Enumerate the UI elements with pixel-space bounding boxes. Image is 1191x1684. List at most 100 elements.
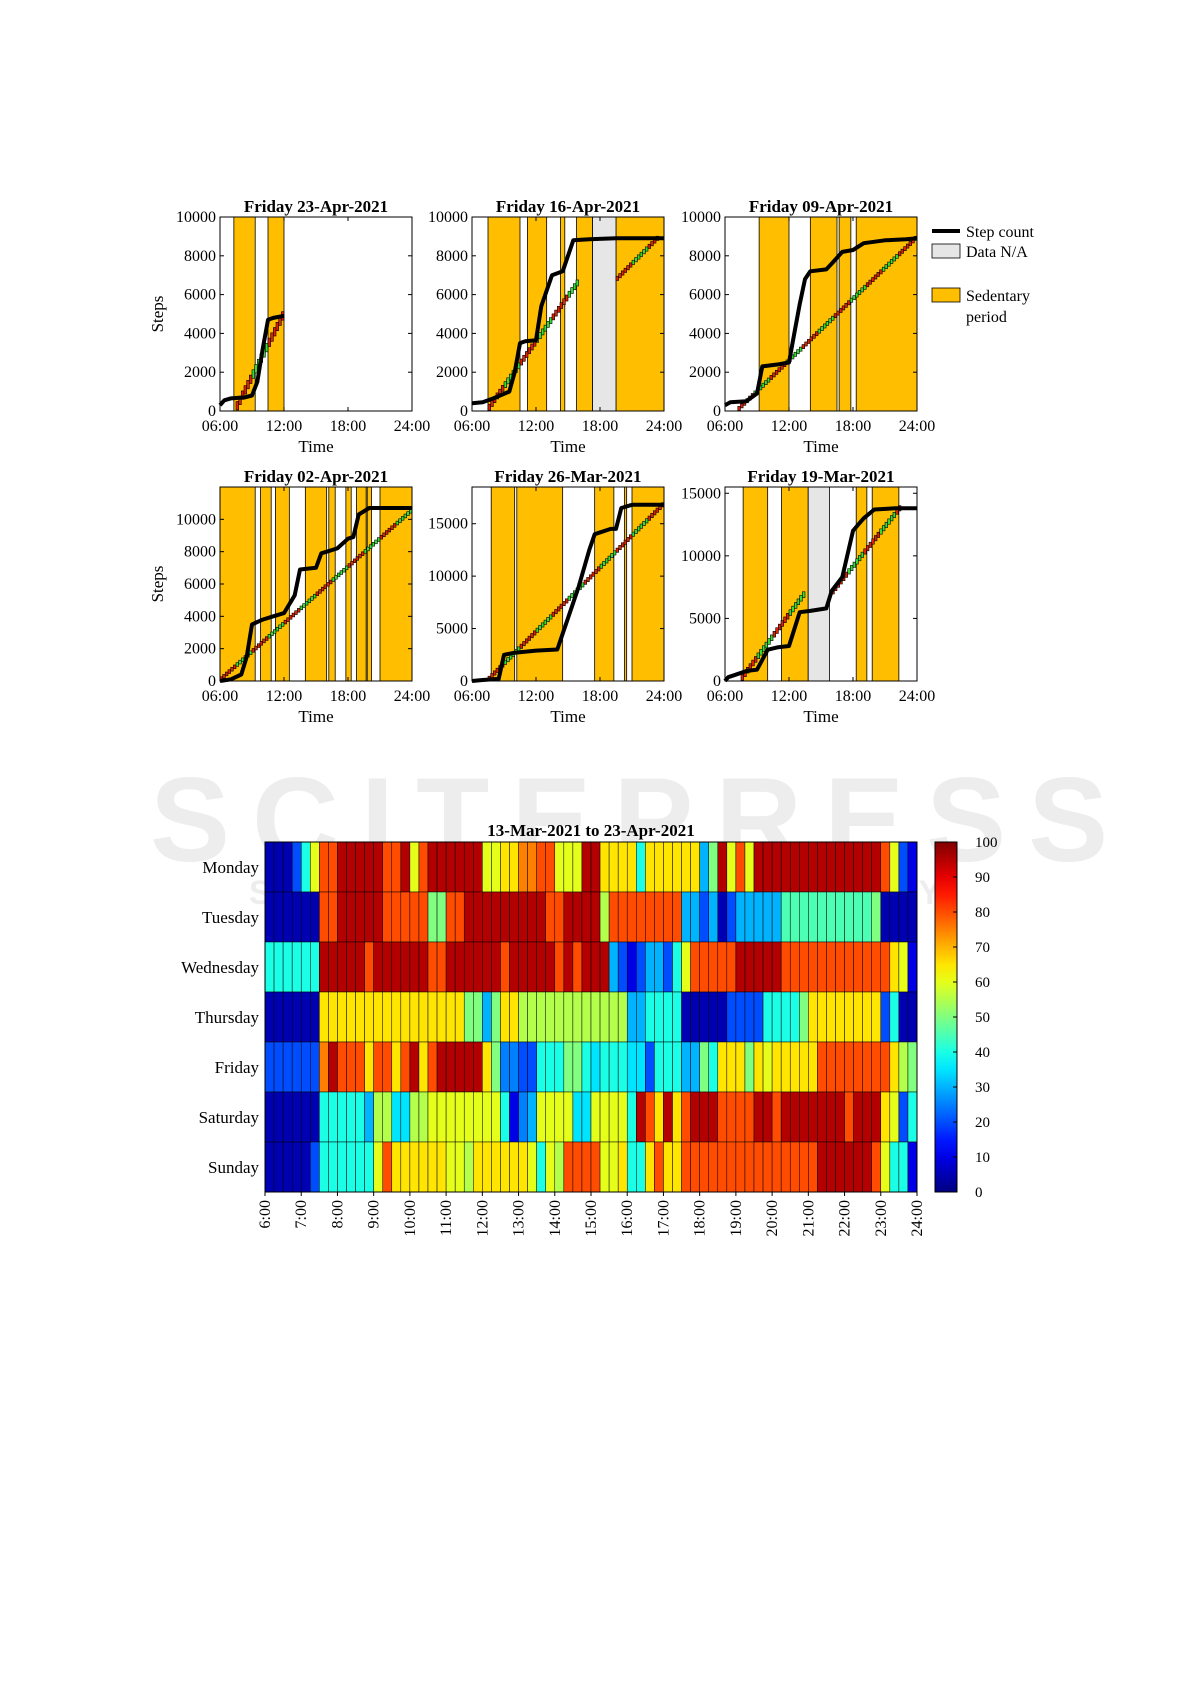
heatmap-cell (291, 1041, 302, 1093)
heatmap-cell (599, 841, 610, 893)
heatmap-title: 13-Mar-2021 to 23-Apr-2021 (487, 821, 694, 840)
goal-bar-sedentary (527, 347, 531, 355)
colorbar-tick-label: 40 (975, 1045, 990, 1061)
heatmap-cell (844, 1141, 854, 1193)
goal-bar-active (895, 254, 899, 259)
heatmap-cell (690, 1091, 700, 1143)
heatmap-cell (382, 1041, 393, 1093)
heatmap-cell (898, 1141, 909, 1193)
goal-bar-active (334, 575, 338, 580)
heatmap-cell (735, 1091, 746, 1143)
heatmap-cell (753, 841, 764, 893)
y-axis-label: Steps (148, 566, 167, 603)
heatmap-cell (391, 841, 402, 893)
sedentary-period (742, 486, 769, 682)
y-tick-label: 8000 (436, 248, 468, 265)
heatmap-cell (853, 841, 863, 893)
goal-bar-active (770, 634, 774, 641)
goal-bar-active (605, 558, 609, 564)
goal-bar-active (634, 529, 638, 534)
heatmap-cell (862, 1041, 872, 1093)
x-tick-label: 06:00 (707, 418, 743, 435)
step-count-line (219, 506, 412, 683)
goal-bar-sedentary (551, 313, 555, 321)
goal-bar-active (575, 279, 579, 287)
heatmap-cell (400, 991, 411, 1043)
goal-bar-active (882, 525, 886, 532)
heatmap-cell (898, 1091, 909, 1143)
goal-bar-active (847, 568, 851, 575)
heatmap-cell (364, 1041, 374, 1093)
heatmap-cell (626, 991, 637, 1043)
goal-bar-sedentary (533, 630, 537, 636)
heatmap-x-tick-label: 7:00 (293, 1200, 310, 1228)
legend-sedentary-label: Sedentary (966, 288, 1030, 305)
heatmap-cell (880, 891, 891, 943)
heatmap-cell (418, 1041, 429, 1093)
heatmap-cell (789, 1091, 800, 1143)
heatmap-cell (862, 991, 872, 1043)
heatmap-cell (337, 991, 347, 1043)
heatmap-cell (273, 891, 284, 943)
goal-bar-sedentary (387, 527, 391, 533)
heatmap-cell (554, 891, 565, 943)
heatmap-cell (436, 891, 447, 943)
goal-bar-sedentary (353, 558, 357, 563)
goal-bar-sedentary (597, 566, 601, 572)
goal-bar-active (892, 256, 896, 262)
heatmap-cell (500, 1091, 510, 1143)
heatmap-cell (409, 1141, 420, 1193)
goal-bar-active (249, 650, 253, 655)
goal-bar-sedentary (519, 358, 523, 366)
heatmap-cell (581, 1091, 592, 1143)
heatmap-x-tick-label: 21:00 (800, 1200, 817, 1236)
goal-bar-sedentary (655, 507, 659, 513)
goal-bar-sedentary (525, 351, 529, 358)
heatmap-cell (672, 1141, 682, 1193)
panel-3: Friday 02-Apr-2021 0 2000 4000 6000 8000 10000… (148, 467, 430, 726)
goal-bar-sedentary (251, 648, 255, 653)
heatmap-cell (445, 991, 456, 1043)
heatmap-cell (563, 1091, 574, 1143)
heatmap-cell (310, 991, 320, 1043)
heatmap-cell (319, 891, 329, 943)
heatmap-cell (663, 1141, 673, 1193)
x-tick-label: 12:00 (771, 688, 807, 705)
heatmap-cell (645, 1141, 655, 1193)
goal-bar-active (637, 526, 641, 532)
heatmap-cell (708, 1091, 719, 1143)
goal-bar-sedentary (559, 302, 563, 309)
heatmap-cell (762, 1091, 773, 1143)
goal-bar-sedentary (554, 309, 558, 317)
goal-bar-sedentary (233, 664, 237, 670)
heatmap-cell (509, 1091, 519, 1143)
heatmap-cell (436, 1141, 447, 1193)
heatmap-cell (581, 891, 592, 943)
legend-step-count-label: Step count (966, 224, 1035, 241)
heatmap-cell (626, 1041, 637, 1093)
heatmap-cell (364, 1141, 374, 1193)
goal-bar-sedentary (289, 615, 293, 620)
colorbar-tick-label: 60 (975, 975, 990, 991)
heatmap-cell (337, 891, 347, 943)
heatmap-cell (373, 891, 383, 943)
heatmap-cell (699, 1091, 709, 1143)
heatmap-cell (645, 841, 655, 893)
axes-box (471, 216, 665, 412)
heatmap-cell (319, 1041, 329, 1093)
goal-bar-active (799, 595, 803, 602)
goal-bar-active (541, 328, 545, 336)
heatmap-cell (454, 1041, 465, 1093)
goal-bar-sedentary (863, 548, 867, 555)
heatmap-cell (373, 1141, 383, 1193)
heatmap-cell (463, 891, 474, 943)
heatmap-cell (844, 1091, 854, 1143)
goal-bar-sedentary (594, 569, 598, 574)
heatmap-row-label: Friday (215, 1058, 260, 1077)
heatmap-cell (808, 891, 818, 943)
x-tick-label: 18:00 (582, 688, 618, 705)
goal-bar-sedentary (347, 563, 351, 568)
heatmap-cell (400, 1091, 411, 1143)
goal-bar-sedentary (772, 631, 776, 638)
heatmap-cell (789, 891, 800, 943)
